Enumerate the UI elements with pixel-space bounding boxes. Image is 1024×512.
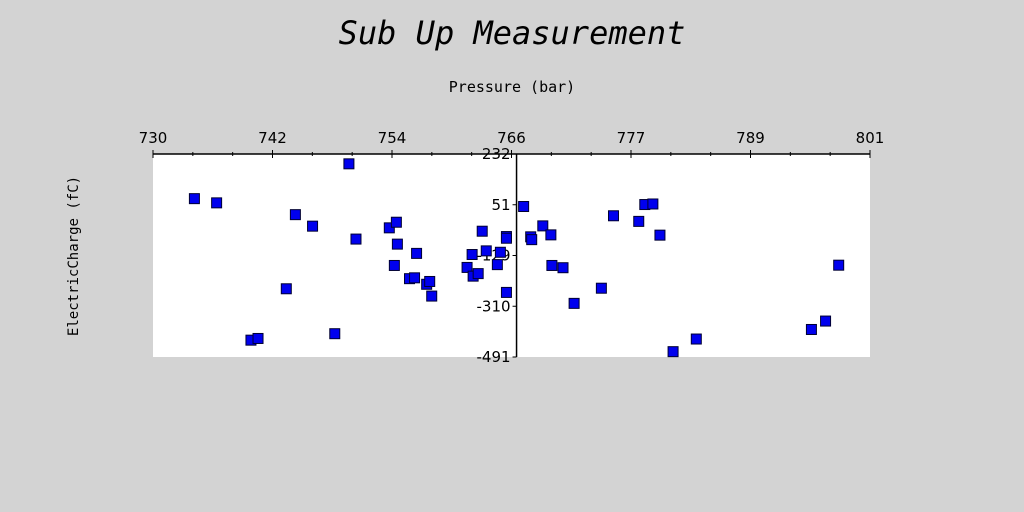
data-point [647, 198, 659, 210]
data-point [409, 272, 421, 284]
x-tick-label: 777 [617, 129, 646, 147]
data-point [350, 233, 362, 245]
data-point [391, 238, 403, 250]
data-point [491, 259, 503, 271]
data-point [494, 246, 506, 258]
data-point [526, 234, 538, 246]
data-point [426, 290, 438, 302]
data-point [289, 209, 301, 221]
data-point [654, 229, 666, 241]
data-point [480, 245, 492, 257]
data-point [383, 222, 395, 234]
x-tick-label: 754 [378, 129, 407, 147]
x-tick-label: 730 [139, 129, 168, 147]
data-point [518, 201, 530, 213]
data-point [557, 262, 569, 274]
data-point [472, 268, 484, 280]
y-tick-label: -310 [477, 297, 511, 315]
data-point [820, 315, 832, 327]
data-point [476, 225, 488, 237]
data-point [537, 220, 549, 232]
data-point [607, 210, 619, 222]
chart-title: Sub Up Measurement [339, 14, 686, 52]
data-point [307, 220, 319, 232]
x-tick-label: 742 [258, 129, 287, 147]
data-point [461, 261, 473, 273]
data-point [329, 328, 341, 340]
y-tick-label: 51 [491, 196, 510, 214]
y-tick-label: -491 [477, 348, 511, 366]
data-point [568, 297, 580, 309]
data-point [595, 282, 607, 294]
x-axis-label: Pressure (bar) [449, 78, 575, 96]
data-point [252, 332, 264, 344]
x-tick-label: 766 [497, 129, 526, 147]
data-point [500, 286, 512, 298]
data-point [343, 158, 355, 170]
data-point [411, 247, 423, 259]
x-tick-label: 801 [856, 129, 885, 147]
data-point [545, 229, 557, 241]
data-point [424, 275, 436, 287]
data-point [211, 197, 223, 209]
data-point [805, 323, 817, 335]
plot-area [153, 154, 870, 357]
data-point [833, 259, 845, 271]
y-axis-label: ElectricCharge (fC) [66, 176, 82, 336]
data-point [390, 216, 402, 228]
data-point [500, 232, 512, 244]
x-tick-label: 789 [736, 129, 765, 147]
data-point [188, 193, 200, 205]
data-points [188, 158, 845, 358]
data-point [546, 259, 558, 271]
data-point [667, 346, 679, 358]
data-point [633, 215, 645, 227]
data-point [690, 333, 702, 345]
data-point [466, 249, 478, 261]
data-point [280, 283, 292, 295]
data-point [388, 259, 400, 271]
